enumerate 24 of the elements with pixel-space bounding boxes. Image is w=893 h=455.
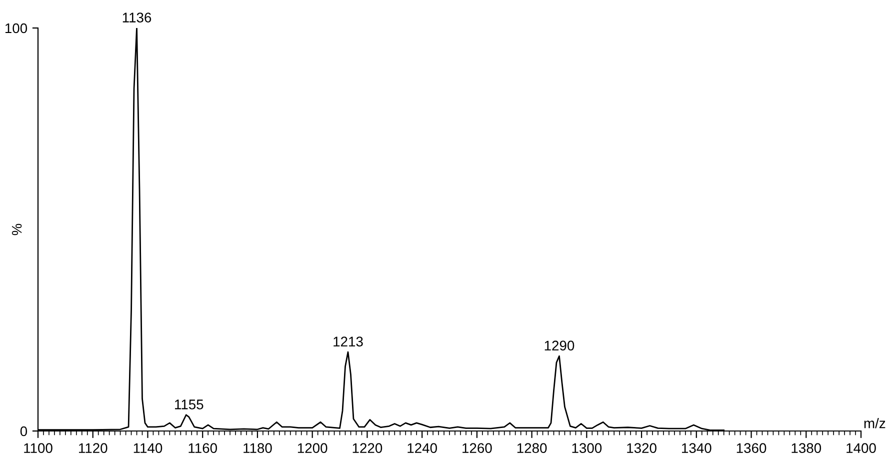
x-tick-label: 1280 xyxy=(517,443,547,454)
x-tick-label: 1260 xyxy=(462,443,492,454)
y-tick-label: 0 xyxy=(20,426,28,436)
x-tick-label: 1100 xyxy=(24,443,52,454)
x-tick-label: 1160 xyxy=(188,443,217,454)
x-tick-label: 1140 xyxy=(134,443,162,454)
annotation: 1155 xyxy=(175,400,204,410)
x-tick-label: 1180 xyxy=(244,443,272,454)
x-tick-label: 1200 xyxy=(298,443,328,454)
x-tick-label: 1400 xyxy=(846,443,876,454)
annotation: 1136 xyxy=(122,12,152,22)
x-tick-label: 1120 xyxy=(78,443,108,454)
annotation: 1290 xyxy=(544,340,574,351)
x-tick-label: 1340 xyxy=(682,443,712,454)
x-tick-label: 1320 xyxy=(627,443,656,454)
x-tick-label: 1360 xyxy=(736,443,766,454)
x-tick-label: 1300 xyxy=(572,443,602,454)
y-tick-label: 100 xyxy=(5,23,28,34)
annotation: 1213 xyxy=(334,336,363,346)
x-axis-title: m/z xyxy=(864,418,886,428)
x-tick-label: 1240 xyxy=(408,443,437,454)
x-tick-label: 1220 xyxy=(352,443,382,454)
x-tick-label: 1380 xyxy=(792,443,822,454)
y-axis-title: % xyxy=(12,224,22,236)
